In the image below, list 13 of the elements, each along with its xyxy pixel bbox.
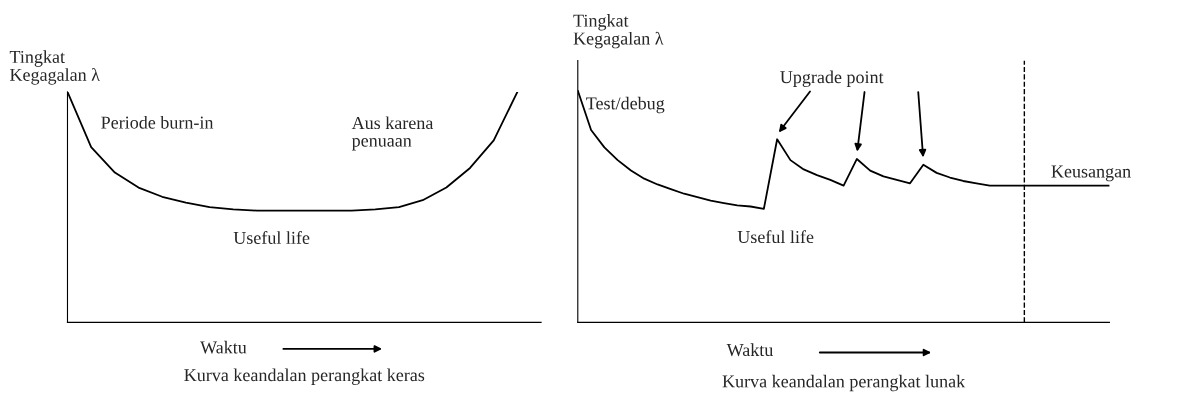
annotation: Keusangan xyxy=(1051,165,1131,182)
annotation: Aus karena penuaan xyxy=(351,116,434,151)
annotation: Useful life xyxy=(233,231,310,244)
y-axis-title: Tingkat Kegagalan λ xyxy=(9,50,100,85)
annotation: Useful life xyxy=(737,230,814,244)
x-axis-title: Waktu xyxy=(726,343,774,357)
annotation: Test/debug xyxy=(586,96,665,114)
text: Kurva keandalan perangkat keras xyxy=(184,368,425,385)
text: Kurva keandalan perangkat lunak xyxy=(722,374,966,392)
annotation: Periode burn-in xyxy=(101,115,214,129)
text: Upgrade point xyxy=(780,70,884,87)
y-axis-title: Tingkat Kegagalan λ xyxy=(573,14,664,49)
x-axis-title: Waktu xyxy=(200,340,247,354)
